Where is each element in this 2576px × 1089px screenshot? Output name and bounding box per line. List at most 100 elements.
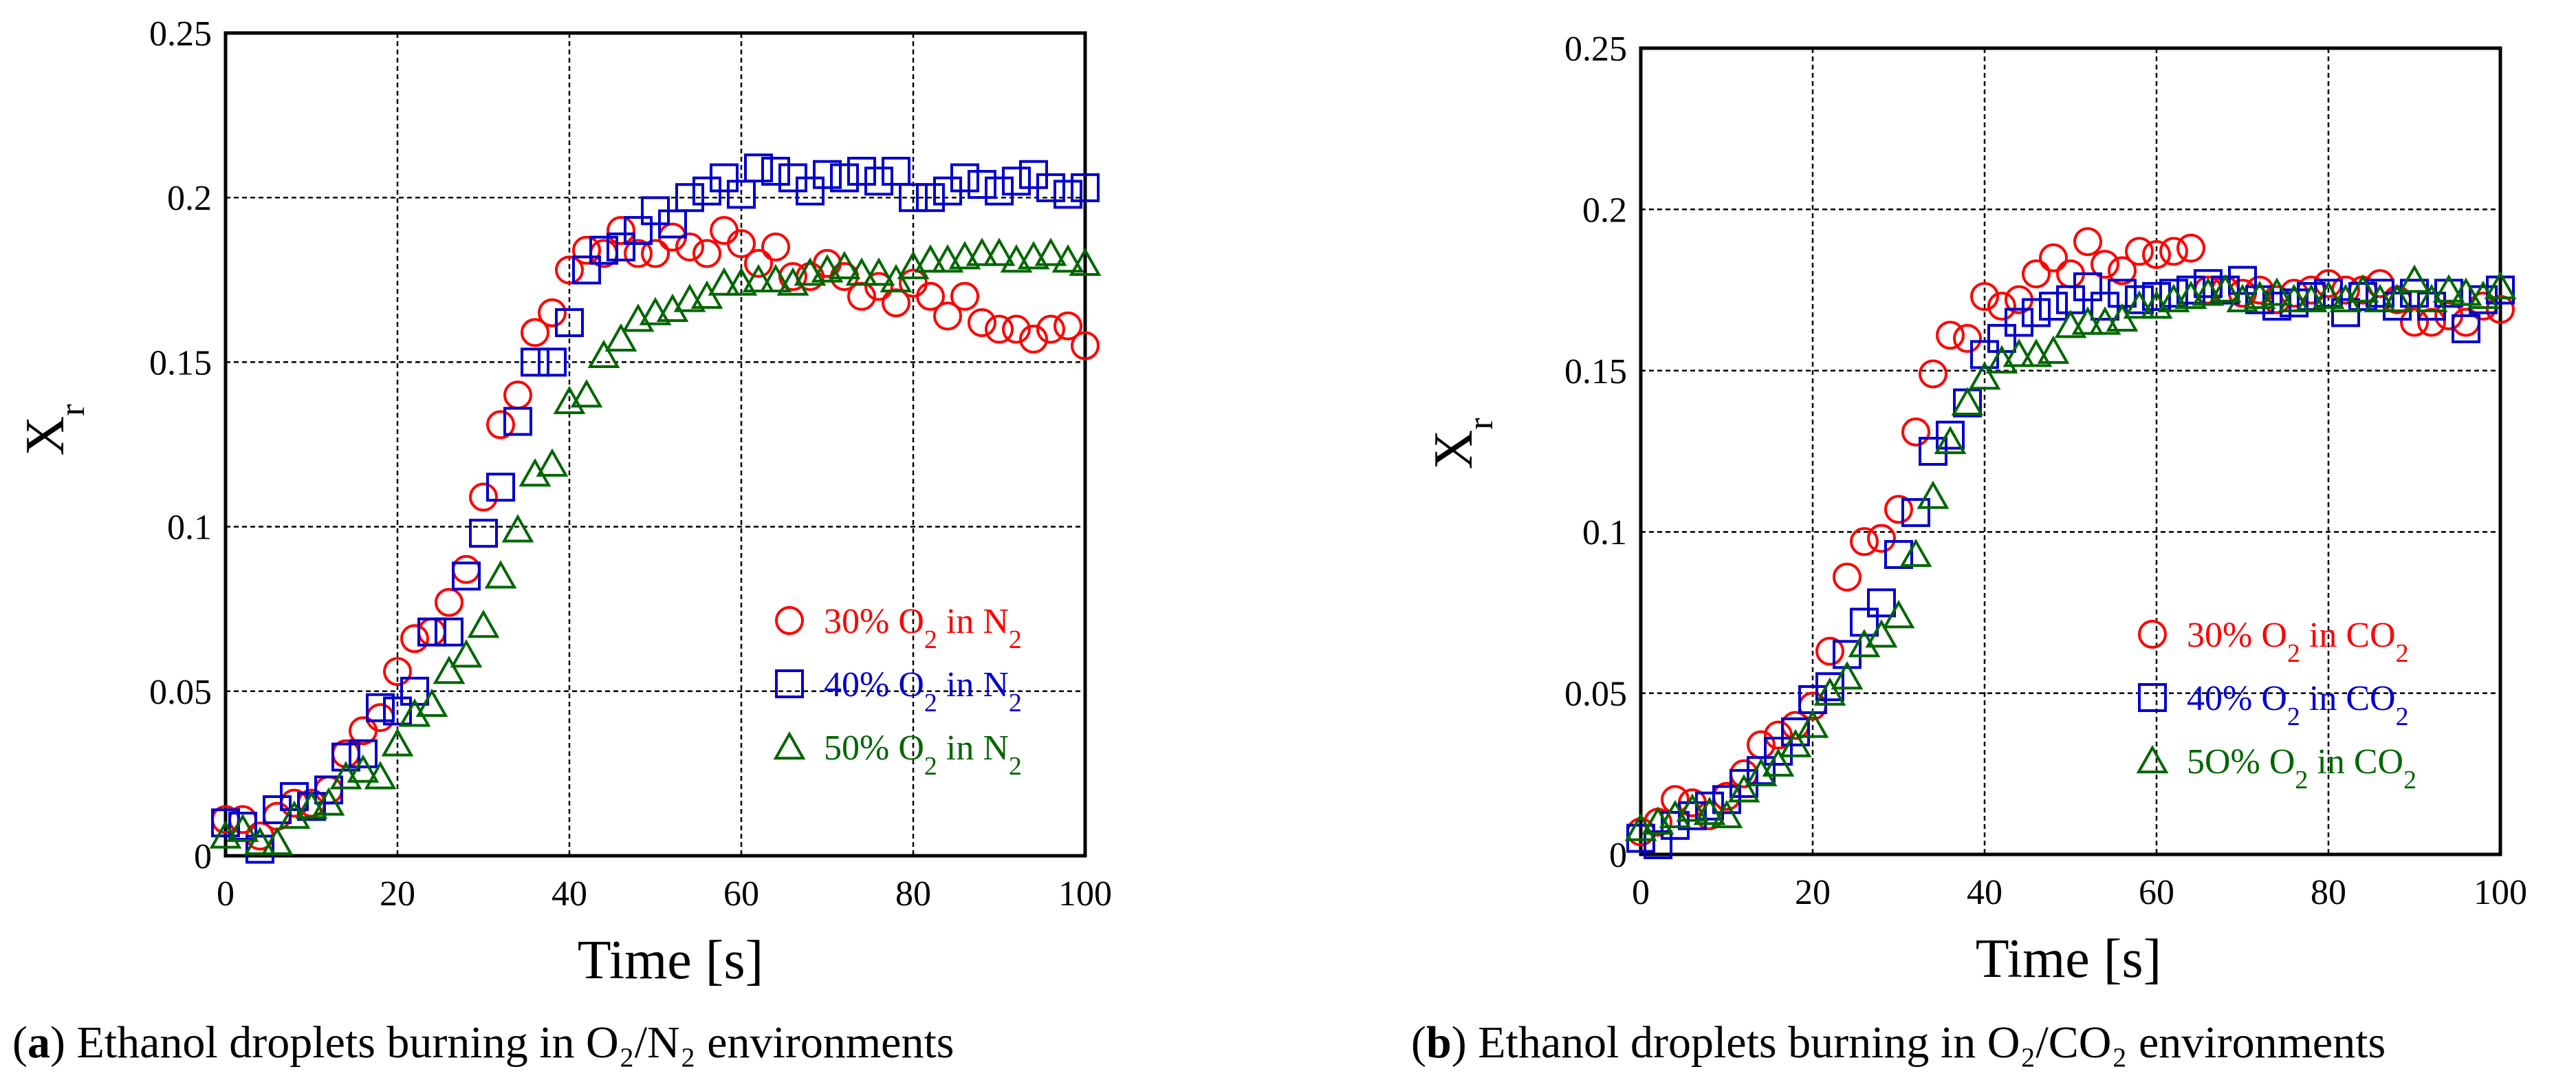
x-tick-label: 0	[217, 874, 234, 914]
data-point	[503, 380, 532, 410]
data-point	[450, 639, 483, 668]
data-point	[1867, 588, 1896, 618]
data-point	[2020, 338, 2053, 367]
data-point	[2346, 274, 2379, 303]
legend-label: 40% O2 in N2	[824, 665, 1022, 718]
data-point	[1727, 774, 1760, 803]
data-point	[1000, 244, 1033, 273]
data-point	[1850, 607, 1879, 637]
data-point	[1034, 237, 1067, 266]
data-point	[761, 156, 790, 186]
data-point	[1848, 629, 1881, 658]
data-point	[2400, 308, 2429, 337]
data-point	[1710, 799, 1743, 828]
data-point	[639, 296, 672, 325]
data-point	[931, 244, 964, 273]
data-point	[1936, 321, 1965, 350]
data-point	[1919, 359, 1947, 389]
data-point	[295, 790, 328, 819]
data-point	[2037, 335, 2070, 364]
x-tick-label: 60	[723, 874, 759, 914]
data-point	[2209, 274, 2242, 303]
data-point	[882, 156, 910, 186]
data-point	[347, 754, 380, 783]
data-point	[280, 781, 309, 811]
data-point	[366, 693, 395, 722]
data-point	[622, 303, 655, 332]
data-point	[1867, 524, 1896, 553]
data-point	[1036, 173, 1065, 202]
data-point	[519, 458, 552, 487]
data-point	[2452, 314, 2480, 343]
data-point	[366, 703, 395, 733]
data-point	[1002, 314, 1031, 344]
data-point	[435, 587, 463, 617]
data-point	[1987, 323, 2016, 353]
legend-sub: 2	[2287, 702, 2300, 731]
data-point	[2280, 288, 2308, 318]
y-tick-label: 0.15	[149, 343, 212, 382]
data-point	[1968, 361, 2001, 390]
legend-sub: 2	[2287, 639, 2300, 668]
legend-mid: in N	[937, 729, 1009, 768]
data-point	[1815, 672, 1844, 702]
data-point	[538, 347, 567, 377]
data-point	[2088, 306, 2121, 335]
y-tick-label: 0.1	[167, 508, 212, 548]
data-point	[759, 263, 792, 292]
legend-sub: 2	[924, 625, 937, 654]
data-point	[1676, 793, 1709, 822]
data-point	[624, 239, 653, 268]
data-point	[1865, 619, 1898, 648]
series-square	[1626, 266, 2515, 859]
data-point	[2486, 294, 2515, 324]
data-point	[2432, 274, 2465, 303]
legend-marker	[775, 606, 804, 635]
data-point	[864, 272, 893, 301]
data-point	[433, 656, 466, 684]
data-point	[331, 742, 360, 772]
data-point	[1779, 729, 1812, 757]
data-point	[1693, 797, 1726, 826]
data-point	[2091, 250, 2119, 279]
x-tick-label: 60	[2139, 873, 2174, 912]
data-point	[1833, 640, 1862, 669]
data-point	[2022, 259, 2051, 289]
data-point	[1833, 562, 1862, 592]
legend-marker	[2138, 620, 2167, 649]
data-point	[1813, 677, 1846, 706]
data-point	[261, 826, 294, 856]
data-point	[501, 514, 534, 543]
data-point	[1036, 314, 1065, 344]
data-point	[1815, 636, 1844, 666]
data-point	[314, 775, 343, 805]
data-point	[2039, 292, 2068, 321]
data-point	[484, 560, 517, 589]
data-point	[742, 263, 775, 292]
data-point	[1953, 388, 1982, 418]
data-point	[2022, 298, 2051, 327]
data-point	[1745, 757, 1778, 786]
data-point	[1644, 830, 1672, 859]
y-axis-label: Xr	[1423, 418, 1500, 469]
data-point	[2002, 338, 2035, 367]
x-tick-label: 100	[2474, 873, 2527, 912]
data-point	[950, 163, 979, 193]
data-point	[2142, 240, 2171, 270]
data-point	[607, 232, 635, 261]
data-point	[415, 688, 448, 718]
data-point	[452, 554, 481, 584]
data-point	[2226, 283, 2259, 312]
data-point	[2054, 310, 2087, 338]
data-point	[675, 232, 704, 261]
caption-b: (b) Ethanol droplets burning in O₂/CO₂ e…	[1411, 1017, 2386, 1068]
data-point	[656, 293, 689, 323]
data-point	[845, 257, 878, 286]
data-point	[916, 281, 945, 311]
legend-sub: 2	[1009, 625, 1022, 654]
data-point	[899, 183, 928, 213]
data-point	[727, 229, 756, 259]
y-axis-label-sub: r	[53, 404, 92, 416]
legend-label: 40% O2 in CO2	[2187, 679, 2409, 731]
